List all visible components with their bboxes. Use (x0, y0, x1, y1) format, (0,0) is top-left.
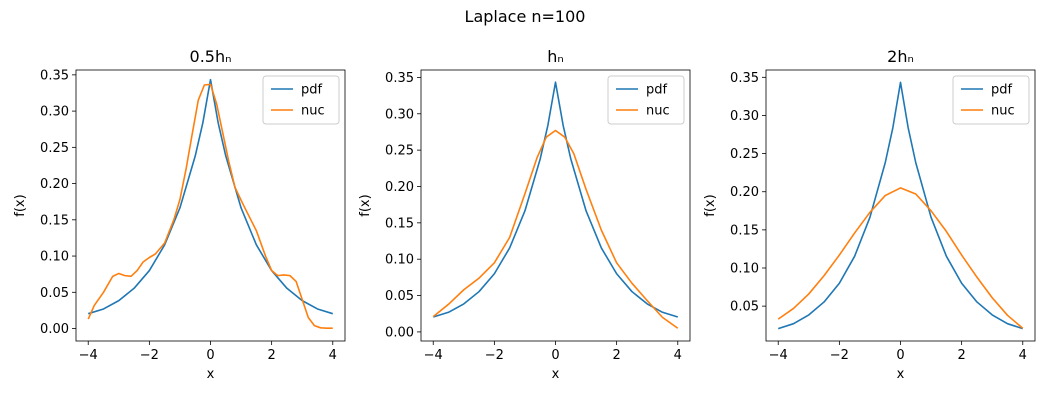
y-tick-label: 0.20 (730, 185, 759, 200)
subplot-2: −4 −2 0 2 4 0.00 0.05 0.10 0.15 0.20 0.25 0.30 0.35 x… (358, 47, 691, 382)
y-tick-label: 0.25 (730, 147, 759, 162)
x-tick-label: −2 (830, 348, 849, 363)
legend-box (952, 75, 1030, 125)
subplot-3: −4 −2 0 2 4 0.05 0.10 0.15 0.20 0.25 0.30 0.35 x f(x)… (703, 47, 1036, 382)
legend: pdf nuc (607, 75, 685, 125)
y-tick-label: 0.15 (385, 216, 414, 231)
y-axis-label: f(x) (358, 194, 373, 216)
x-axis-label: x (552, 367, 560, 382)
y-tick-label: 0.35 (385, 71, 414, 86)
legend-label-pdf: pdf (991, 83, 1013, 98)
subplot-title: 2hₙ (887, 47, 914, 66)
legend-box (607, 75, 685, 125)
y-tick-label: 0.10 (730, 262, 759, 277)
x-tick-label: −2 (140, 348, 159, 363)
y-tick-label: 0.10 (40, 250, 69, 265)
y-tick-label: 0.30 (40, 105, 69, 120)
y-tick-label: 0.05 (730, 300, 759, 315)
series-line-nuc (87, 83, 333, 329)
x-tick-label: 0 (551, 348, 559, 363)
x-tick-label: 0 (206, 348, 214, 363)
y-tick-label: 0.20 (385, 180, 414, 195)
legend-label-nuc: nuc (646, 104, 670, 119)
y-tick-label: 0.35 (730, 71, 759, 86)
x-axis-label: x (897, 367, 905, 382)
series-line-nuc (777, 187, 1024, 329)
series-line-pdf (777, 81, 1024, 330)
x-tick-label: 4 (329, 348, 337, 363)
series-line-pdf (432, 81, 679, 318)
y-tick-label: 0.15 (730, 223, 759, 238)
series-line-pdf (87, 78, 334, 315)
x-tick-label: −2 (485, 348, 504, 363)
y-tick-label: 0.20 (40, 177, 69, 192)
x-tick-label: 2 (267, 348, 275, 363)
x-tick-label: 4 (674, 348, 682, 363)
subplot-title: 0.5hₙ (190, 47, 232, 66)
y-tick-label: 0.30 (385, 107, 414, 122)
y-axis-label: f(x) (703, 194, 718, 216)
legend-box (262, 75, 340, 125)
y-tick-label: 0.35 (40, 68, 69, 83)
x-tick-label: 4 (1019, 348, 1027, 363)
x-tick-label: −4 (424, 348, 443, 363)
legend-label-nuc: nuc (991, 104, 1015, 119)
y-tick-label: 0.15 (40, 213, 69, 228)
x-tick-label: −4 (79, 348, 98, 363)
y-tick-label: 0.05 (40, 286, 69, 301)
x-tick-label: 2 (612, 348, 620, 363)
y-axis-label: f(x) (13, 194, 28, 216)
legend: pdf nuc (952, 75, 1030, 125)
x-tick-label: 0 (896, 348, 904, 363)
y-tick-label: 0.00 (40, 322, 69, 337)
legend: pdf nuc (262, 75, 340, 125)
y-tick-label: 0.05 (385, 289, 414, 304)
figure-suptitle: Laplace n=100 (465, 7, 586, 26)
legend-label-pdf: pdf (646, 83, 668, 98)
subplots: −4 −2 0 2 4 0.00 0.05 0.10 0.15 0.20 0.25 0.30 0.35 x… (13, 47, 1036, 382)
x-tick-label: −4 (769, 348, 788, 363)
subplot-title: hₙ (547, 47, 564, 66)
y-tick-label: 0.00 (385, 325, 414, 340)
legend-label-nuc: nuc (301, 104, 325, 119)
x-axis-label: x (207, 367, 215, 382)
y-tick-label: 0.30 (730, 109, 759, 124)
y-tick-label: 0.10 (385, 253, 414, 268)
y-tick-label: 0.25 (40, 141, 69, 156)
x-tick-label: 2 (957, 348, 965, 363)
y-tick-label: 0.25 (385, 144, 414, 159)
subplot-1: −4 −2 0 2 4 0.00 0.05 0.10 0.15 0.20 0.25 0.30 0.35 x… (13, 47, 346, 382)
legend-label-pdf: pdf (301, 83, 323, 98)
series-line-nuc (432, 129, 679, 329)
